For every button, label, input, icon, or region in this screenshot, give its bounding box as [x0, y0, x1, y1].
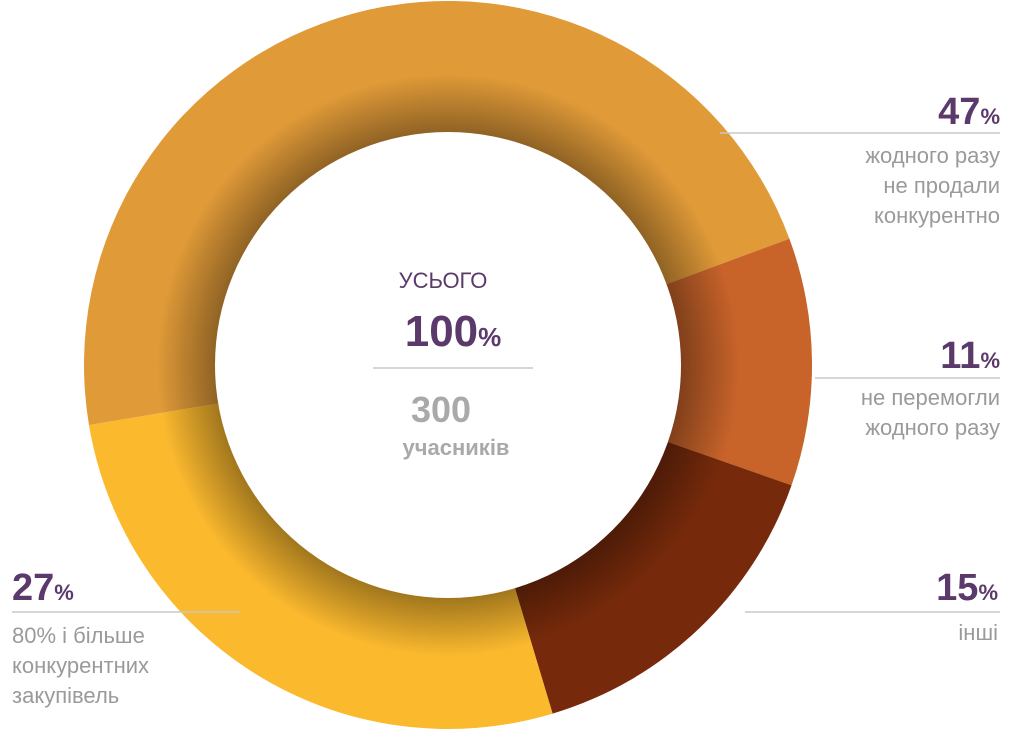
center-total-unit: %	[478, 322, 501, 352]
value-label: 11%	[940, 335, 1000, 377]
labels: 47% жодного разу не продали конкурентно 11% н…	[12, 91, 1000, 708]
center-title: УСЬОГО	[399, 268, 488, 293]
value-unit: %	[978, 580, 998, 605]
value-label: 27%	[12, 567, 74, 609]
category-label: жодного разу	[865, 143, 1000, 168]
category-label: жодного разу	[865, 415, 1000, 440]
value-number: 11	[940, 335, 980, 377]
category-label: не перемогли	[861, 385, 1000, 410]
category-label: конкурентних	[12, 653, 149, 678]
category-label: не продали	[883, 173, 1000, 198]
value-label: 47%	[938, 91, 1000, 133]
value-unit: %	[54, 580, 74, 605]
center-count: 300	[411, 389, 471, 430]
category-label: 80% і більше	[12, 623, 145, 648]
value-unit: %	[980, 348, 1000, 373]
value-number: 15	[936, 567, 978, 609]
category-label: конкурентно	[874, 203, 1000, 228]
value-label: 15%	[936, 567, 998, 609]
center-total-value: 100	[405, 307, 478, 356]
value-number: 47	[938, 91, 980, 133]
category-label: інші	[958, 620, 998, 645]
value-unit: %	[980, 104, 1000, 129]
value-number: 27	[12, 567, 54, 609]
center-count-label: учасників	[403, 435, 510, 460]
donut-hole	[215, 132, 681, 598]
category-label: закупівель	[12, 683, 119, 708]
center-total: 100%	[405, 307, 502, 356]
